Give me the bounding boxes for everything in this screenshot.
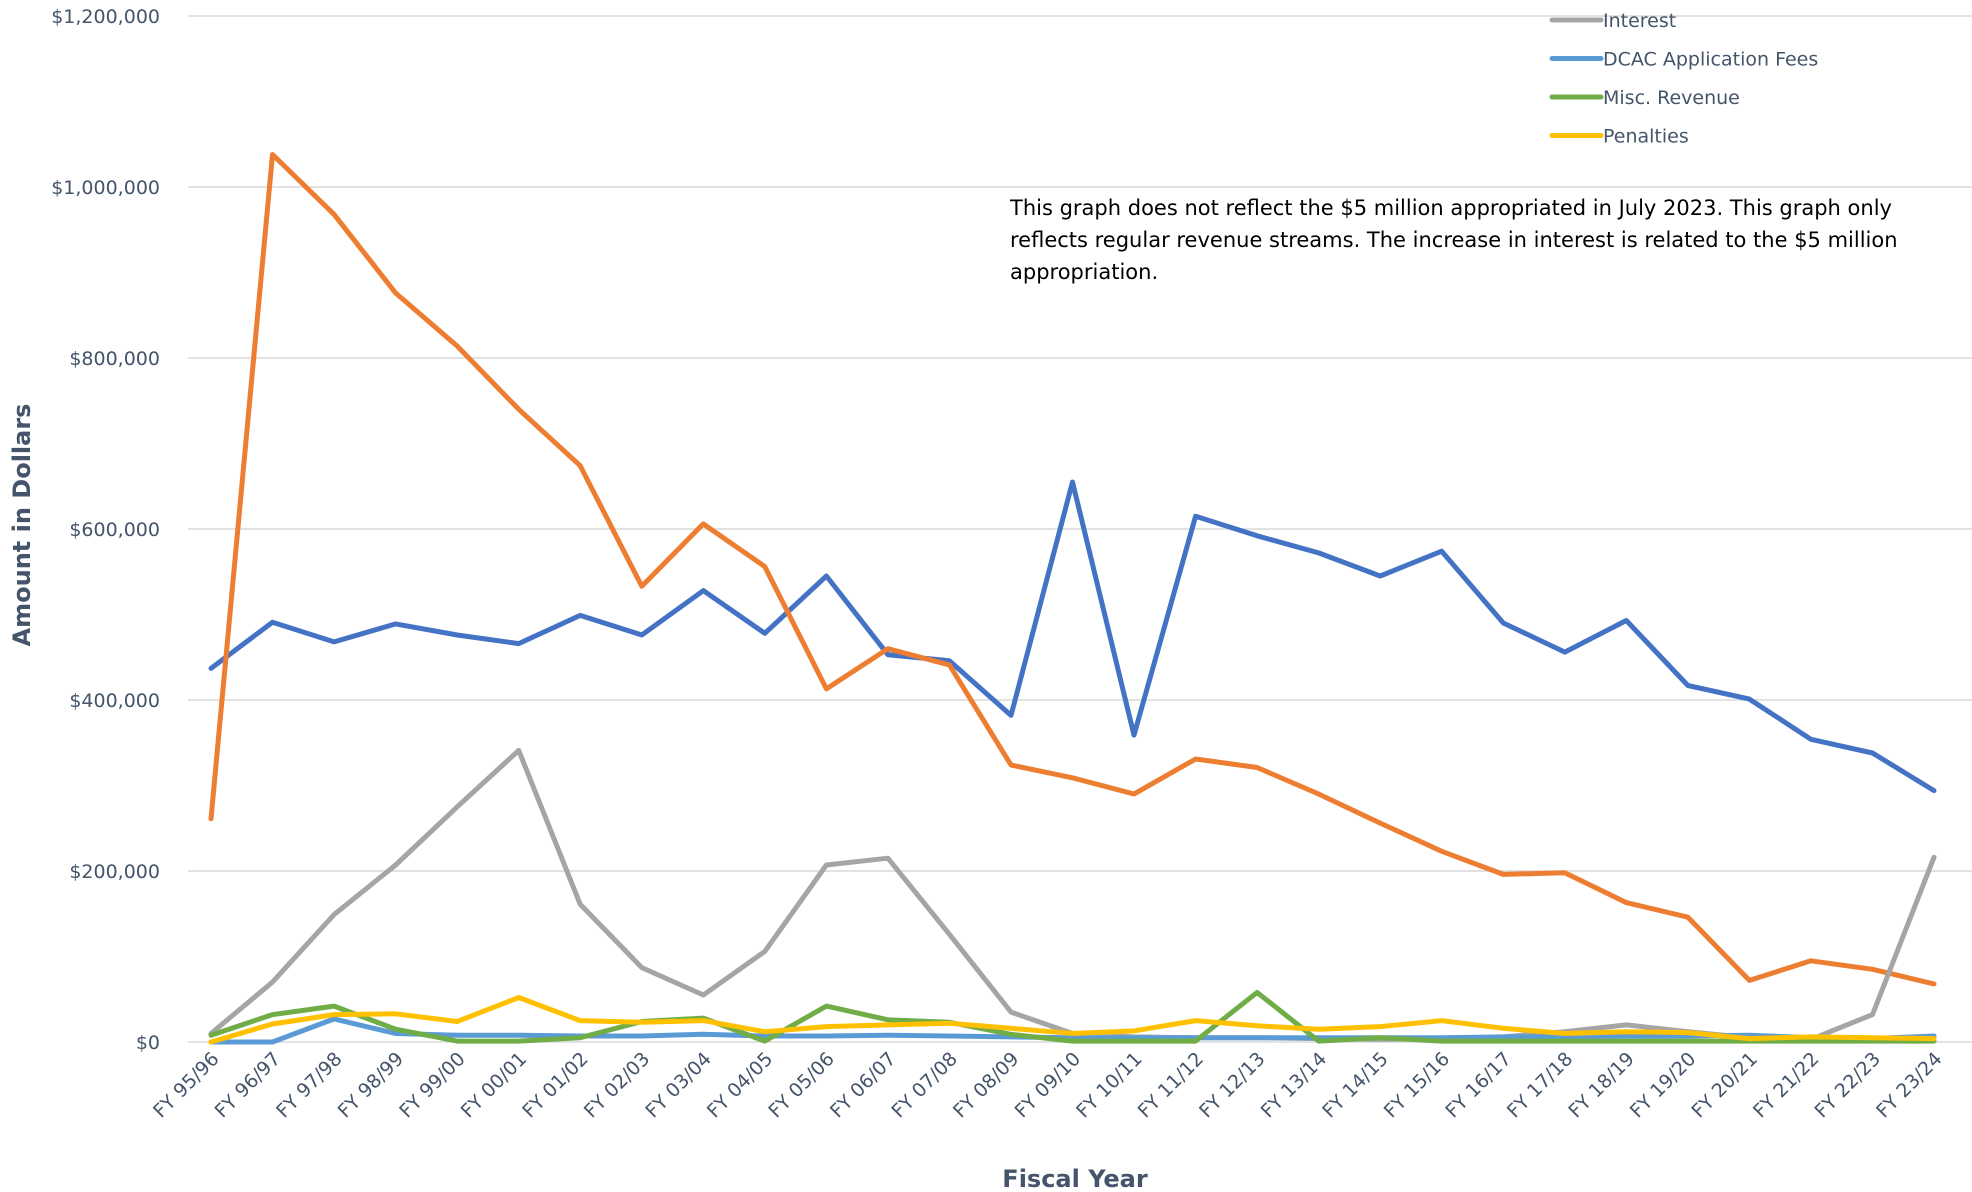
series-lines <box>208 152 1937 1045</box>
x-tick-label: FY 12/13 <box>1195 1048 1269 1122</box>
x-tick-label: FY 00/01 <box>457 1048 531 1122</box>
x-tick-label: FY 96/97 <box>211 1048 285 1122</box>
x-tick-label: FY 19/20 <box>1626 1048 1700 1122</box>
series-line-misc-revenue <box>208 989 1937 1044</box>
y-tick-label: $1,000,000 <box>51 177 160 199</box>
y-axis-title: Amount in Dollars <box>8 404 36 647</box>
legend-label: Penalties <box>1603 126 1689 148</box>
y-tick-label: $0 <box>136 1032 160 1054</box>
x-tick-label: FY 23/24 <box>1872 1048 1946 1122</box>
x-tick-label: FY 08/09 <box>949 1048 1023 1122</box>
x-tick-label: FY 11/12 <box>1134 1048 1208 1122</box>
legend-label: Misc. Revenue <box>1603 87 1740 109</box>
x-tick-label: FY 95/96 <box>149 1048 223 1122</box>
x-tick-label: FY 22/23 <box>1811 1048 1885 1122</box>
x-tick-label: FY 98/99 <box>334 1048 408 1122</box>
x-tick-label: FY 01/02 <box>518 1048 592 1122</box>
y-tick-label: $200,000 <box>69 861 160 883</box>
x-tick-label: FY 18/19 <box>1564 1048 1638 1122</box>
x-tick-label: FY 05/06 <box>764 1048 838 1122</box>
x-tick-label: FY 10/11 <box>1072 1048 1146 1122</box>
x-tick-label: FY 15/16 <box>1380 1048 1454 1122</box>
gridlines <box>188 15 1972 1043</box>
legend-label: Interest <box>1603 10 1676 32</box>
x-tick-label: FY 14/15 <box>1318 1048 1392 1122</box>
y-tick-label: $600,000 <box>69 519 160 541</box>
x-tick-label: FY 07/08 <box>887 1048 961 1122</box>
series-line-interest <box>208 747 1937 1042</box>
x-tick-label: FY 17/18 <box>1503 1048 1577 1122</box>
x-axis-title: Fiscal Year <box>1002 1165 1148 1192</box>
x-tick-label: FY 99/00 <box>395 1048 469 1122</box>
x-tick-label: FY 97/98 <box>272 1048 346 1122</box>
legend: Interest DCAC Application Fees Misc. Reven… <box>1549 10 1818 148</box>
series-line-series-2 <box>208 152 1937 987</box>
x-tick-label: FY 16/17 <box>1441 1048 1515 1122</box>
x-tick-label: FY 09/10 <box>1011 1048 1085 1122</box>
x-tick-label: FY 02/03 <box>580 1048 654 1122</box>
legend-label: DCAC Application Fees <box>1603 49 1818 71</box>
x-tick-label: FY 06/07 <box>826 1048 900 1122</box>
x-tick-label: FY 04/05 <box>703 1048 777 1122</box>
series-line-penalties <box>208 995 1937 1045</box>
x-tick-label: FY 21/22 <box>1749 1048 1823 1122</box>
y-tick-label: $400,000 <box>69 690 160 712</box>
y-tick-label: $800,000 <box>69 348 160 370</box>
series-line-dcac-application-fees <box>208 1016 1937 1045</box>
chart-annotation: This graph does not reflect the $5 milli… <box>1010 196 1898 284</box>
x-tick-label: FY 03/04 <box>641 1048 715 1122</box>
series-line-series-1 <box>208 479 1937 794</box>
y-axis-tick-labels: $0 $200,000 $400,000 $600,000 $800,000 $1,000… <box>51 6 160 1054</box>
y-tick-label: $1,200,000 <box>51 6 160 28</box>
x-tick-label: FY 13/14 <box>1257 1048 1331 1122</box>
x-tick-label: FY 20/21 <box>1687 1048 1761 1122</box>
